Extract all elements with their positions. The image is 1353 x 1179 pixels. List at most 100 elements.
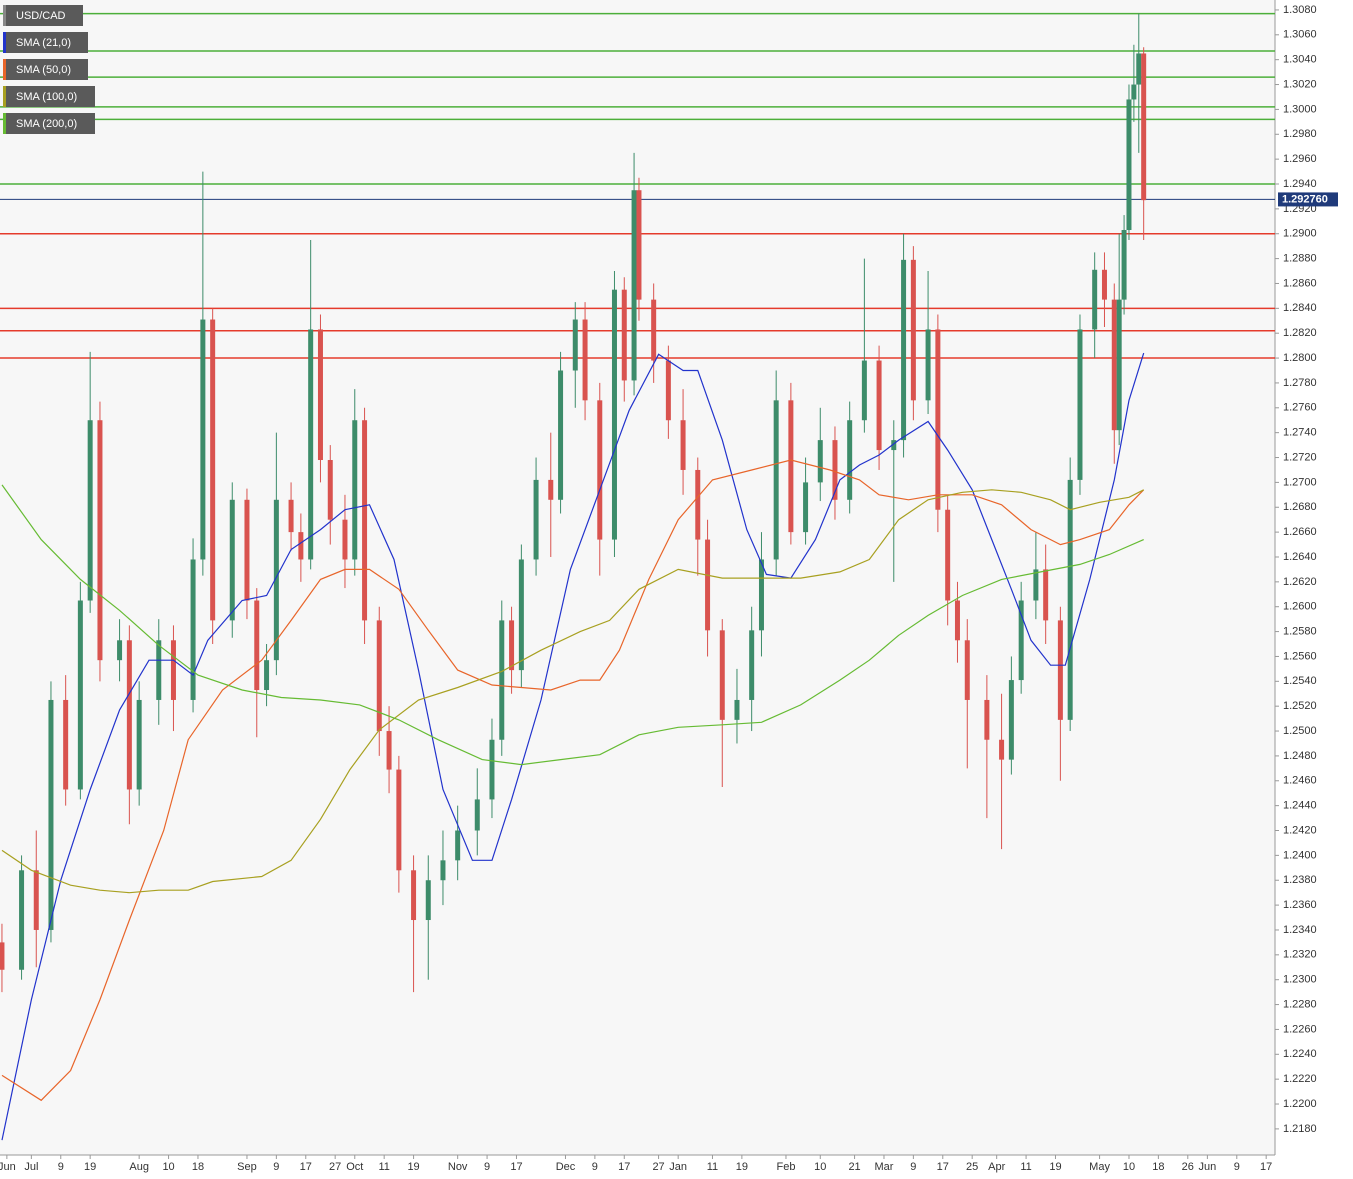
candle-body <box>1111 299 1117 431</box>
x-tick-label: 18 <box>192 1161 204 1173</box>
x-tick-label: 9 <box>484 1161 490 1173</box>
candle-body <box>621 289 627 381</box>
y-tick-label: 1.2800 <box>1283 352 1317 364</box>
candle-body <box>33 870 39 930</box>
y-tick-label: 1.2380 <box>1283 874 1317 886</box>
candle-body <box>411 870 417 921</box>
candle-body <box>1057 620 1063 720</box>
y-tick-label: 1.2520 <box>1283 700 1317 712</box>
y-tick-label: 1.2760 <box>1283 402 1317 414</box>
x-tick-label: May <box>1089 1161 1110 1173</box>
x-tick-label: 9 <box>592 1161 598 1173</box>
candle-body <box>999 739 1005 760</box>
y-tick-label: 1.2220 <box>1283 1073 1317 1085</box>
candle-body <box>651 299 657 361</box>
y-tick-label: 1.2860 <box>1283 277 1317 289</box>
y-tick-label: 1.2620 <box>1283 576 1317 588</box>
x-tick-label: Sep <box>237 1161 257 1173</box>
candle-body <box>1043 569 1049 621</box>
legend-label: SMA (200,0) <box>16 118 77 130</box>
y-tick-label: 1.2300 <box>1283 974 1317 986</box>
candle-body <box>1018 600 1024 681</box>
x-tick-label: Jan <box>669 1161 687 1173</box>
legend-label: SMA (100,0) <box>16 91 77 103</box>
y-tick-label: 1.2720 <box>1283 451 1317 463</box>
candle-body <box>1121 230 1127 300</box>
candle-body <box>308 329 314 560</box>
last-price-box <box>1278 192 1338 207</box>
y-tick-label: 1.3080 <box>1283 4 1317 16</box>
y-tick-label: 1.2580 <box>1283 625 1317 637</box>
legend-box <box>3 59 88 80</box>
x-tick-label: Oct <box>346 1161 363 1173</box>
candle-body <box>719 630 725 720</box>
sma-line <box>1 352 1145 1141</box>
candle-body <box>832 440 838 500</box>
candle-body <box>1092 269 1098 330</box>
y-tick-label: 1.2400 <box>1283 849 1317 861</box>
y-tick-label: 1.2320 <box>1283 949 1317 961</box>
candle-body <box>817 440 823 483</box>
y-tick-label: 1.2980 <box>1283 128 1317 140</box>
candle-body <box>773 400 779 560</box>
candle-body <box>705 539 711 631</box>
x-tick-label: Aug <box>129 1161 149 1173</box>
candle-body <box>665 360 671 421</box>
candle-body <box>87 420 93 601</box>
x-tick-label: 19 <box>736 1161 748 1173</box>
candle-body <box>352 420 358 560</box>
candle-body <box>847 420 853 500</box>
x-tick-label: 10 <box>814 1161 826 1173</box>
candle-body <box>984 699 990 740</box>
candle-body <box>244 499 250 601</box>
candle-body <box>734 699 740 720</box>
candle-body <box>680 420 686 470</box>
x-tick-label: Jul <box>24 1161 38 1173</box>
candle-body <box>210 319 216 621</box>
x-tick-label: Dec <box>556 1161 576 1173</box>
candle-body <box>288 499 294 533</box>
x-tick-label: 9 <box>910 1161 916 1173</box>
candle-body <box>901 259 907 441</box>
x-tick-label: 19 <box>407 1161 419 1173</box>
sma-line <box>1 484 1144 766</box>
candle-body <box>264 660 270 691</box>
candle-body <box>548 479 554 500</box>
candle-body <box>298 532 304 560</box>
y-tick-label: 1.2600 <box>1283 601 1317 613</box>
candle-body <box>758 559 764 631</box>
x-tick-label: 11 <box>1020 1161 1031 1173</box>
x-tick-label: Feb <box>776 1161 795 1173</box>
x-tick-label: 10 <box>162 1161 174 1173</box>
x-tick-label: Apr <box>988 1161 1005 1173</box>
x-tick-label: 19 <box>84 1161 96 1173</box>
legend-box <box>3 113 95 134</box>
y-tick-label: 1.2840 <box>1283 302 1317 314</box>
x-tick-label: 10 <box>1123 1161 1135 1173</box>
candle-body <box>1131 84 1137 100</box>
y-tick-label: 1.2180 <box>1283 1123 1317 1135</box>
y-tick-label: 1.2680 <box>1283 501 1317 513</box>
x-tick-label: Nov <box>448 1161 468 1173</box>
y-tick-label: 1.2280 <box>1283 998 1317 1010</box>
y-tick-label: 1.2460 <box>1283 775 1317 787</box>
candle-body <box>156 640 162 700</box>
candle-body <box>695 469 701 540</box>
x-tick-label: 26 <box>1182 1161 1194 1173</box>
candle-body <box>1033 569 1039 601</box>
y-tick-label: 1.3000 <box>1283 103 1317 115</box>
y-tick-label: 1.2200 <box>1283 1098 1317 1110</box>
sma-line <box>1 489 1144 894</box>
candle-body <box>631 190 637 381</box>
y-tick-label: 1.2440 <box>1283 800 1317 812</box>
y-tick-label: 1.2780 <box>1283 377 1317 389</box>
y-tick-label: 1.2420 <box>1283 824 1317 836</box>
candle-body <box>1116 299 1122 431</box>
candle-body <box>425 880 431 921</box>
candle-body <box>126 640 132 790</box>
y-tick-label: 1.2640 <box>1283 551 1317 563</box>
candle-body <box>1077 329 1083 480</box>
x-tick-label: Mar <box>874 1161 893 1173</box>
legend-swatch <box>3 59 6 80</box>
